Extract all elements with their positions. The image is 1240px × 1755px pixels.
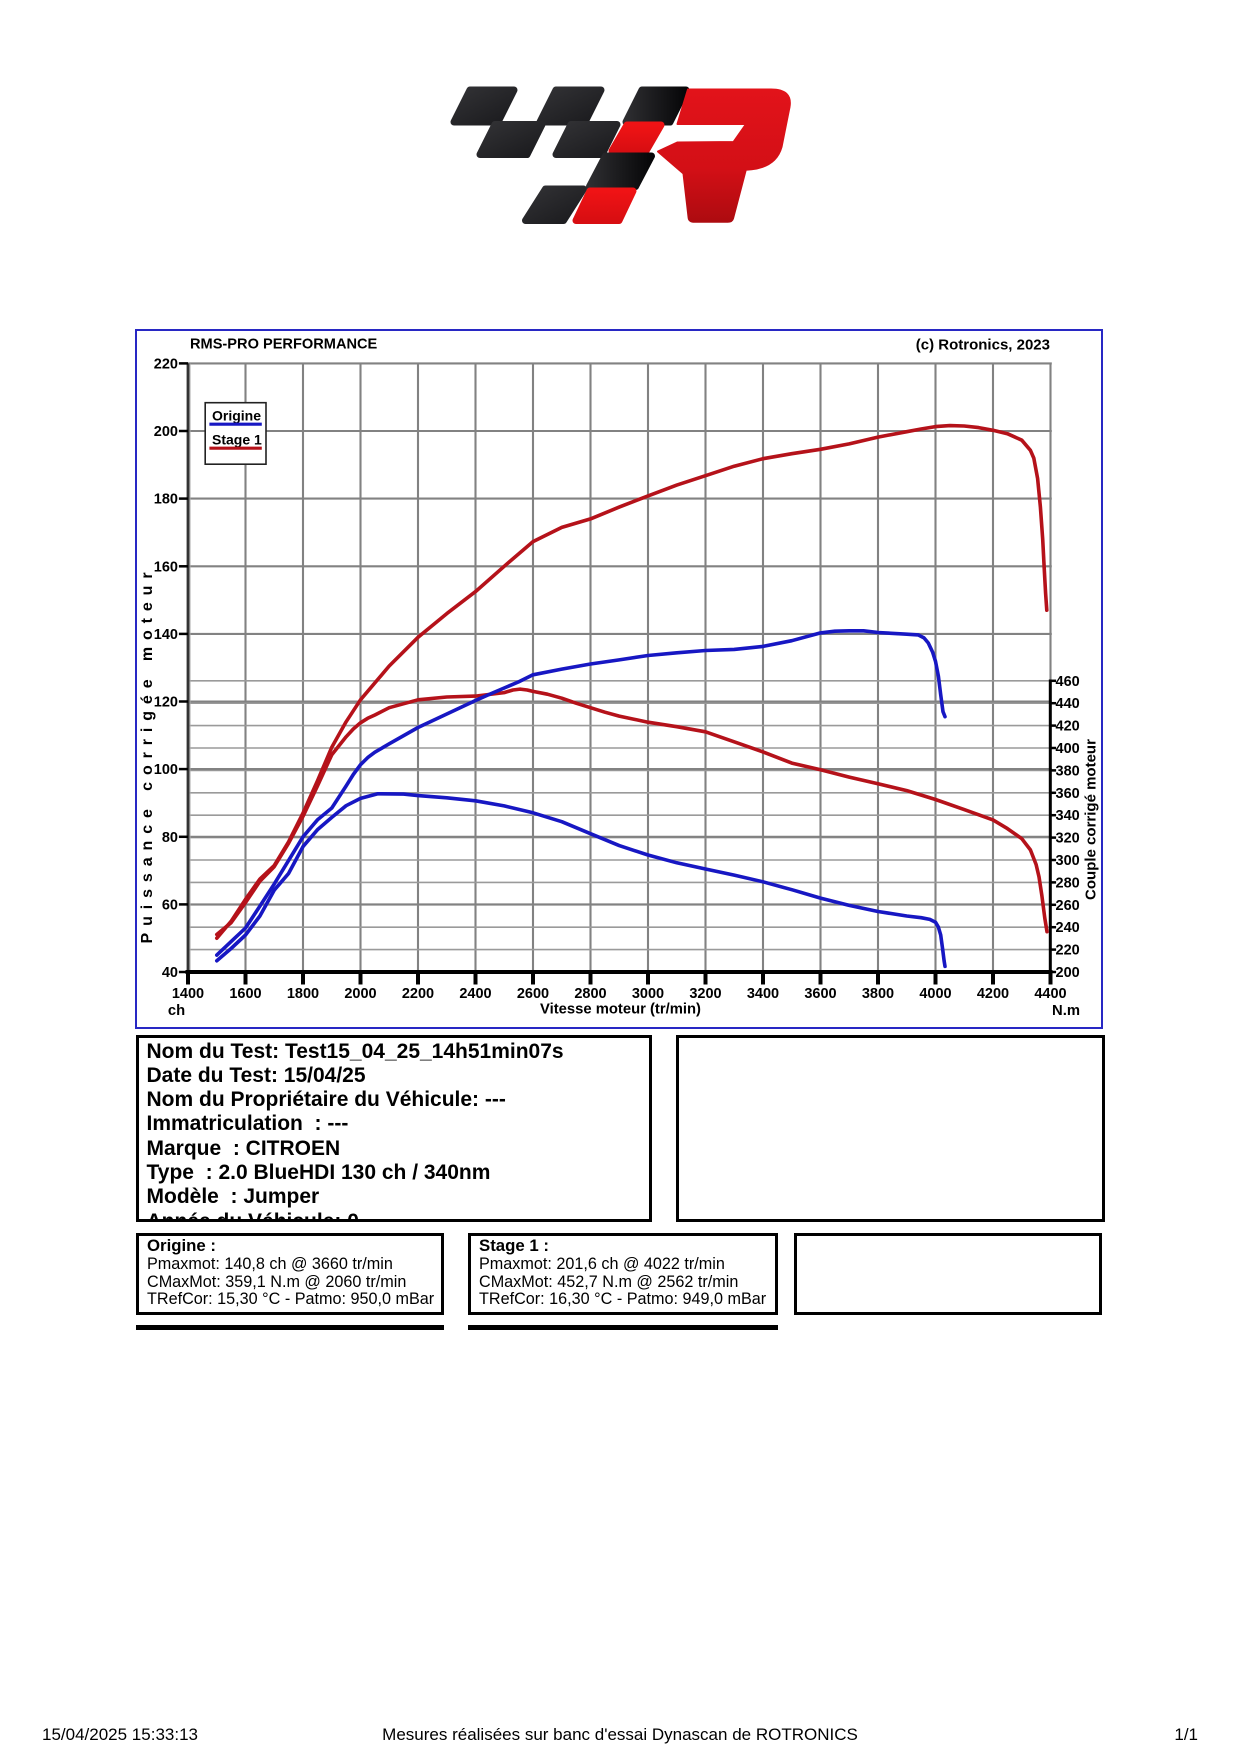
svg-text:340: 340 [1055,808,1079,824]
svg-text:3400: 3400 [746,986,778,1002]
svg-text:380: 380 [1055,763,1079,779]
svg-text:80: 80 [161,830,177,846]
svg-text:420: 420 [1055,719,1079,735]
svg-text:260: 260 [1055,898,1079,914]
svg-text:2800: 2800 [574,986,606,1002]
svg-text:400: 400 [1055,741,1079,757]
svg-text:1400: 1400 [171,986,203,1002]
svg-text:3600: 3600 [804,986,836,1002]
svg-text:300: 300 [1055,853,1079,869]
svg-text:1800: 1800 [286,986,318,1002]
svg-text:360: 360 [1055,786,1079,802]
svg-text:2000: 2000 [344,986,376,1002]
svg-text:3000: 3000 [631,986,663,1002]
svg-text:180: 180 [153,492,177,508]
svg-text:100: 100 [153,762,177,778]
svg-text:280: 280 [1055,875,1079,891]
svg-text:200: 200 [153,424,177,440]
svg-text:4400: 4400 [1034,986,1066,1002]
svg-text:140: 140 [153,627,177,643]
svg-text:3800: 3800 [861,986,893,1002]
svg-text:RMS-PRO PERFORMANCE: RMS-PRO PERFORMANCE [190,337,378,353]
svg-text:Stage 1: Stage 1 [212,432,262,448]
svg-text:220: 220 [1055,943,1079,959]
svg-text:2400: 2400 [459,986,491,1002]
svg-text:460: 460 [1055,674,1079,690]
svg-text:320: 320 [1055,831,1079,847]
svg-text:N.m: N.m [1052,1003,1080,1019]
svg-text:2600: 2600 [516,986,548,1002]
svg-text:(c) Rotronics, 2023: (c) Rotronics, 2023 [915,337,1049,354]
svg-text:120: 120 [153,695,177,711]
svg-text:240: 240 [1055,920,1079,936]
svg-text:1600: 1600 [229,986,261,1002]
svg-text:220: 220 [153,356,177,372]
svg-text:40: 40 [161,965,177,981]
svg-text:Couple corrigé moteur: Couple corrigé moteur [1082,739,1099,900]
svg-text:3200: 3200 [689,986,721,1002]
svg-text:4000: 4000 [919,986,951,1002]
svg-text:Puissance corrigée moteur: Puissance corrigée moteur [139,566,156,944]
svg-text:200: 200 [1055,965,1079,981]
svg-text:160: 160 [153,559,177,575]
svg-text:440: 440 [1055,696,1079,712]
svg-text:60: 60 [161,897,177,913]
svg-text:2200: 2200 [401,986,433,1002]
svg-text:Vitesse moteur (tr/min): Vitesse moteur (tr/min) [540,1002,701,1018]
svg-text:4200: 4200 [976,986,1008,1002]
svg-text:Origine: Origine [212,408,261,424]
svg-text:ch: ch [167,1003,184,1019]
